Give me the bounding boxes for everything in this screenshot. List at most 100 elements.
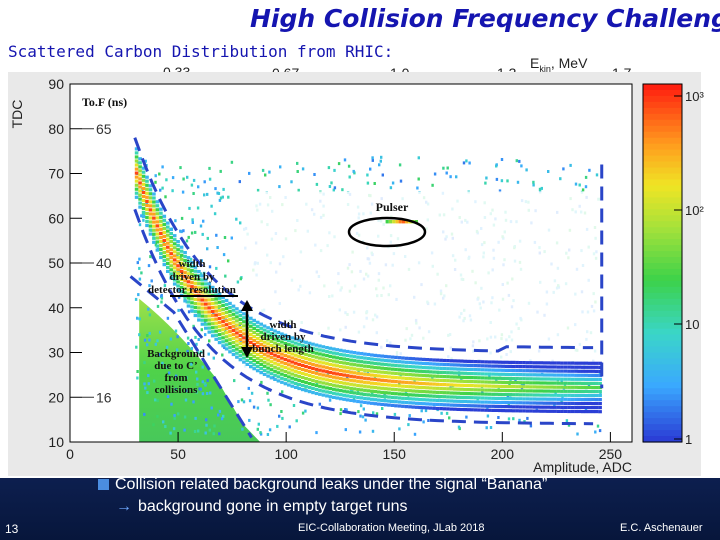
heatmap-cell — [418, 393, 422, 397]
heatmap-cell — [397, 368, 402, 372]
heatmap-cell — [296, 161, 299, 165]
heatmap-cell — [186, 175, 189, 179]
heatmap-cell — [379, 159, 382, 163]
heatmap-cell — [442, 166, 445, 170]
heatmap-cell — [487, 388, 492, 392]
heatmap-cell — [598, 385, 602, 390]
heatmap-cell — [466, 396, 471, 400]
heatmap-cell — [418, 397, 422, 402]
heatmap-cell — [200, 259, 203, 263]
heatmap-cell — [214, 301, 218, 305]
heatmap-cell — [159, 211, 163, 215]
heatmap-cell — [311, 354, 315, 358]
heatmap-cell — [401, 400, 405, 404]
heatmap-cell — [453, 403, 457, 407]
heatmap-cell — [183, 271, 187, 275]
heatmap-cell — [421, 377, 426, 382]
heatmap-cell — [356, 379, 360, 383]
heatmap-cell — [480, 380, 485, 384]
heatmap-cell — [210, 406, 213, 410]
heatmap-cell — [577, 397, 582, 401]
heatmap-cell — [536, 381, 540, 385]
heatmap-cell — [380, 378, 384, 382]
heatmap-cell — [473, 384, 478, 388]
heatmap-cell — [313, 173, 316, 176]
heatmap-cell — [134, 179, 139, 183]
heatmap-cell — [394, 380, 398, 384]
heatmap-cell — [546, 389, 550, 393]
y-tick-label: 70 — [48, 166, 64, 182]
heatmap-cell — [136, 161, 139, 165]
pulser-cell — [401, 220, 405, 224]
heatmap-cell — [287, 363, 291, 367]
heatmap-cell — [449, 383, 454, 387]
heatmap-cell — [359, 414, 362, 418]
heatmap-cell — [293, 385, 298, 389]
heatmap-cell — [318, 376, 322, 380]
heatmap-cell — [473, 380, 478, 384]
heatmap-cell — [394, 384, 398, 388]
heatmap-cell — [249, 361, 253, 365]
heatmap-cell — [342, 353, 346, 357]
arrow-down-icon — [241, 347, 253, 358]
heatmap-cell — [491, 380, 495, 384]
heatmap-cell — [439, 374, 443, 378]
heatmap-cell — [152, 220, 156, 224]
heatmap-cell — [359, 388, 364, 392]
heatmap-cell — [399, 179, 403, 183]
heatmap-cell — [466, 400, 471, 404]
heatmap-cell — [166, 245, 170, 249]
heatmap-cell — [433, 172, 437, 176]
heatmap-cell — [356, 399, 360, 404]
heatmap-cell — [508, 401, 512, 405]
heatmap-cell — [221, 295, 225, 300]
heatmap-cell — [587, 406, 592, 410]
heatmap-cell — [297, 366, 301, 370]
heatmap-cell — [169, 240, 173, 244]
background-annotation: Background — [147, 348, 205, 360]
heatmap-cell — [290, 360, 295, 364]
heatmap-cell — [463, 379, 467, 383]
heatmap-cell — [169, 248, 173, 252]
heatmap-cell — [391, 181, 395, 185]
heatmap-cell — [411, 381, 416, 385]
heatmap-cell — [249, 328, 253, 332]
heatmap-cell — [394, 355, 398, 359]
heatmap-cell — [287, 379, 291, 383]
heatmap-cell — [300, 355, 305, 359]
heatmap-cell — [428, 394, 433, 398]
heatmap-cell — [432, 362, 436, 366]
heatmap-cell — [549, 369, 554, 373]
heatmap-cell — [408, 360, 412, 365]
heatmap-cell — [200, 328, 203, 332]
heatmap-cell — [193, 309, 198, 314]
heatmap-cell — [560, 381, 564, 385]
heatmap-cell — [358, 430, 362, 434]
heatmap-cell — [148, 220, 153, 224]
heatmap-cell — [515, 401, 519, 405]
heatmap-cell — [415, 373, 419, 377]
heatmap-cell — [515, 159, 518, 163]
heatmap-cell — [393, 412, 397, 416]
heatmap-cell — [507, 417, 511, 421]
heatmap-cell — [538, 187, 542, 191]
heatmap-cell — [141, 202, 146, 207]
heatmap-cell — [287, 383, 291, 387]
heatmap-cell — [369, 167, 372, 171]
heatmap-cell — [222, 187, 225, 191]
heatmap-cell — [238, 350, 243, 354]
heatmap-cell — [556, 389, 561, 393]
colorbar-segment — [643, 292, 682, 300]
heatmap-cell — [370, 381, 374, 385]
heatmap-cell — [577, 365, 582, 369]
heatmap-cell — [484, 372, 488, 376]
heatmap-cell — [356, 375, 360, 379]
heatmap-cell — [304, 344, 308, 348]
heatmap-cell — [373, 377, 378, 382]
heatmap-cell — [525, 405, 530, 409]
heatmap-cell — [418, 377, 422, 381]
heatmap-cell — [415, 385, 419, 389]
heatmap-cell — [169, 276, 173, 280]
heatmap-cell — [134, 163, 139, 167]
heatmap-cell — [587, 381, 592, 385]
